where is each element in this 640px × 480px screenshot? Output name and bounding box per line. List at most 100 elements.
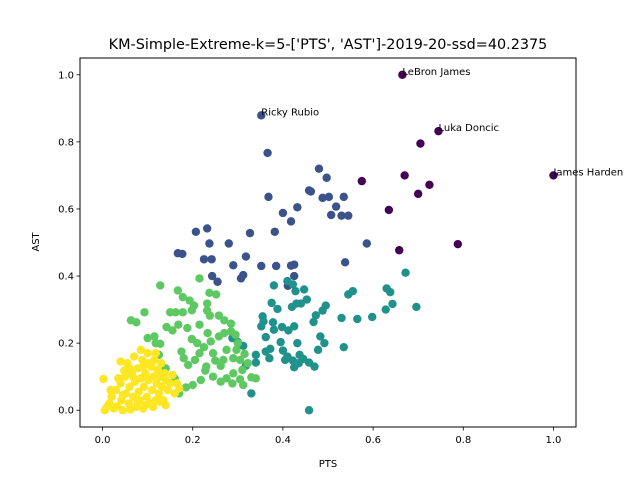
data-point (314, 164, 324, 173)
data-point (283, 276, 292, 286)
data-point (270, 227, 279, 236)
y-axis-label: AST (31, 231, 42, 251)
data-point (151, 349, 160, 358)
data-point (161, 401, 170, 410)
data-point (310, 362, 319, 371)
data-point (136, 345, 146, 355)
data-point (156, 339, 165, 349)
point-annotation: LeBron James (402, 67, 470, 78)
data-point (125, 382, 134, 391)
data-point (240, 349, 249, 359)
data-point (320, 338, 329, 348)
data-point (156, 281, 165, 290)
data-point (381, 305, 390, 314)
data-point (265, 354, 274, 363)
data-point (208, 372, 218, 381)
data-point (316, 332, 325, 341)
data-point (224, 239, 233, 248)
data-point (211, 290, 221, 299)
data-point (277, 322, 287, 332)
x-tick-label: 0.6 (365, 435, 381, 446)
data-point (247, 389, 256, 398)
data-point (257, 261, 266, 271)
data-point (293, 338, 302, 348)
data-point (238, 365, 247, 375)
data-point (133, 397, 142, 407)
data-point (199, 342, 209, 352)
data-point (264, 192, 273, 202)
plot-frame (79, 57, 577, 428)
data-point (287, 302, 297, 312)
data-point (337, 211, 346, 220)
data-point (266, 344, 275, 354)
data-point (195, 320, 204, 329)
data-point (231, 330, 240, 339)
data-point (175, 384, 184, 393)
data-point (173, 286, 183, 295)
data-point (322, 173, 331, 182)
data-point (190, 355, 200, 365)
data-point (112, 402, 122, 411)
data-point (288, 356, 298, 365)
data-point (203, 328, 212, 338)
data-point (268, 318, 278, 327)
data-point (106, 385, 115, 395)
data-point (193, 338, 202, 348)
data-point (187, 306, 197, 315)
data-point (139, 382, 149, 391)
data-point (257, 111, 266, 120)
data-point (549, 171, 558, 180)
data-point (99, 374, 108, 384)
data-point (228, 379, 237, 388)
data-point (179, 354, 188, 363)
data-point (138, 362, 148, 371)
data-point (202, 224, 212, 233)
data-point (313, 345, 323, 355)
data-point (116, 357, 125, 366)
data-point (267, 298, 276, 308)
data-point (156, 359, 166, 368)
data-point (269, 281, 279, 290)
data-point (220, 328, 229, 338)
data-point (271, 261, 281, 271)
data-point (107, 392, 116, 402)
data-point (395, 246, 404, 255)
data-point (141, 369, 150, 378)
data-point (286, 217, 296, 226)
data-point (241, 252, 251, 261)
data-point (340, 258, 350, 267)
data-point (178, 249, 187, 259)
data-point (293, 203, 302, 212)
data-point (261, 332, 270, 342)
data-point (291, 286, 300, 296)
data-point (178, 292, 188, 302)
data-point (195, 274, 204, 283)
x-axis-label: PTS (319, 459, 338, 470)
data-point (205, 288, 214, 298)
data-point (299, 285, 309, 294)
chart-title: KM-Simple-Extreme-k=5-['PTS', 'AST']-201… (109, 37, 548, 53)
point-annotations: LeBron James Ricky Rubio Luka Doncic James … (261, 67, 623, 179)
data-point (150, 332, 159, 341)
data-point (251, 350, 261, 360)
data-point (168, 370, 177, 380)
data-point (434, 126, 443, 136)
data-point (233, 338, 243, 348)
data-point (400, 171, 409, 180)
data-point (163, 385, 173, 395)
data-point (195, 349, 204, 358)
data-point (232, 345, 241, 355)
data-point (216, 377, 225, 386)
data-point (138, 355, 147, 365)
data-point (388, 299, 397, 309)
data-point (148, 402, 158, 412)
data-point (229, 261, 238, 270)
data-point (129, 374, 139, 383)
data-point (205, 239, 214, 248)
data-point (143, 333, 152, 343)
data-point (100, 406, 110, 415)
data-point (229, 369, 238, 378)
data-point (184, 360, 193, 370)
